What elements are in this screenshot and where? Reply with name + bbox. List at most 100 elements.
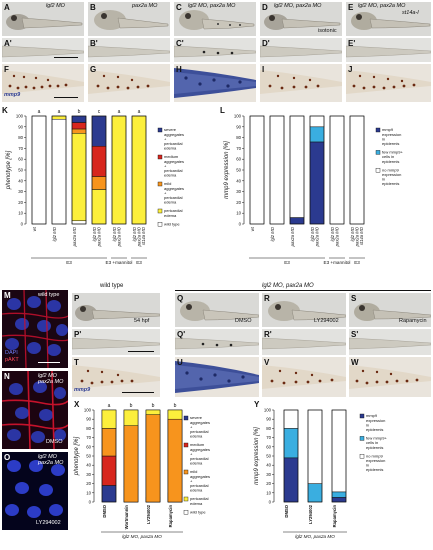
legend-swatch: [359, 436, 365, 441]
y-tick-label: 30: [18, 189, 23, 194]
legend-label: epidermis: [382, 141, 399, 146]
bar-segment: [329, 115, 345, 225]
legend-label: wild type: [164, 221, 180, 226]
bar-segment: [145, 414, 161, 503]
bar-outline: [31, 115, 47, 225]
scale-bar: [38, 362, 60, 364]
panel-sublabel: DMSO: [235, 318, 252, 324]
x-tick-label: st14a MO: [141, 226, 146, 245]
bar-segment: [91, 176, 107, 190]
x-tick-label: Rapamycin: [168, 505, 173, 528]
legend-label: cells in: [366, 440, 378, 445]
y-tick-label: 90: [86, 417, 91, 422]
legend-label: pericardial: [164, 168, 183, 173]
bar-segment: [283, 409, 299, 429]
panel-letter: Q': [177, 330, 186, 339]
chart-letter: X: [74, 400, 80, 409]
y-tick-label: 80: [86, 426, 91, 431]
ish-image: [2, 70, 84, 94]
x-tick-label: pax2a MO: [290, 226, 295, 247]
legend-label: severe: [190, 415, 203, 420]
probe-label: mmp9: [4, 92, 21, 98]
tail-image: [72, 337, 160, 350]
panel-letter: R': [264, 330, 272, 339]
y-tick-label: 0: [89, 500, 92, 505]
y-tick-label: 90: [236, 124, 241, 129]
bar-segment: [131, 115, 147, 225]
panel-letter: U: [177, 358, 183, 367]
panel-a: A lgl2 MO: [2, 2, 84, 36]
x-tick-label: lgl2 MO: [270, 226, 275, 241]
panel-sublabel: isotonic: [318, 28, 337, 34]
legend-swatch: [183, 469, 189, 475]
bar-outline: [91, 115, 107, 225]
panel-letter: P: [74, 294, 80, 303]
legend-label: in: [382, 136, 385, 141]
embryo-image: [351, 12, 431, 30]
tail-image: [88, 45, 170, 58]
bar-segment: [283, 428, 299, 459]
panel-letter: A': [4, 39, 12, 48]
y-tick-label: 30: [266, 472, 271, 477]
x-tick-label: DMSO: [284, 504, 289, 517]
legend-swatch: [157, 154, 163, 160]
panel-label-1: lgl2 MO: [38, 373, 57, 379]
bar-segment: [123, 425, 139, 503]
significance-letter: a: [58, 109, 61, 115]
panel-r: R LY294002: [262, 293, 346, 327]
tail-image: [262, 337, 346, 350]
x-tick-label: lgl2 MO: [132, 226, 137, 241]
y-tick-label: 10: [236, 211, 241, 216]
panel-a-prime: A': [2, 38, 84, 62]
bar-segment: [309, 141, 325, 225]
legend-label: pericardial: [190, 429, 209, 434]
group-header-line: [175, 290, 431, 291]
bar-segment: [71, 133, 87, 222]
legend-swatch: [359, 413, 365, 419]
panel-u: U: [175, 357, 259, 397]
panel-sublabel: Rapamycin: [399, 318, 427, 324]
bar-segment: [331, 497, 347, 503]
bar-segment: [307, 409, 323, 484]
bar-segment: [269, 115, 285, 225]
legend-label: medium: [164, 154, 179, 159]
bar-segment: [307, 483, 323, 503]
panel-g: G: [88, 64, 170, 102]
bar-segment: [51, 115, 67, 120]
group-label: E3: [66, 260, 72, 265]
tail-image: [349, 337, 431, 350]
legend-label: epidermis: [366, 467, 383, 472]
y-tick-label: 10: [18, 211, 23, 216]
panel-letter: D: [262, 3, 268, 12]
y-axis-label: mmp9 expression [%]: [254, 427, 260, 485]
panel-i: I: [260, 64, 342, 102]
bar-segment: [331, 409, 347, 493]
ish-image: [349, 365, 431, 389]
embryo-image: [179, 10, 255, 30]
bar-segment: [101, 455, 117, 486]
significance-letter: a: [138, 109, 141, 115]
legend-label: in: [366, 422, 369, 427]
legend-label: edema: [190, 501, 203, 506]
tail-image: [2, 45, 84, 58]
panel-o: O lgl2 MO pax2a MO LY294002: [2, 452, 68, 530]
y-axis-label: phenotype [%]: [6, 150, 12, 190]
y-tick-label: 80: [236, 135, 241, 140]
significance-letter: c: [98, 109, 101, 115]
legend-label: edema: [164, 173, 177, 178]
embryo-image: [354, 303, 431, 321]
legend-swatch: [183, 415, 189, 421]
y-tick-label: 0: [269, 500, 272, 505]
panel-label: lgl2 MO: [46, 3, 65, 9]
panel-t: T mmp9: [72, 357, 160, 397]
x-tick-label: DMSO: [102, 504, 107, 517]
significance-letter: b: [174, 403, 177, 409]
group-label: E3: [354, 260, 360, 265]
y-tick-label: 70: [86, 435, 91, 440]
legend-label: +: [164, 163, 167, 168]
panel-letter: J: [348, 65, 353, 74]
panel-letter: B': [90, 39, 98, 48]
bar-segment: [349, 115, 365, 225]
